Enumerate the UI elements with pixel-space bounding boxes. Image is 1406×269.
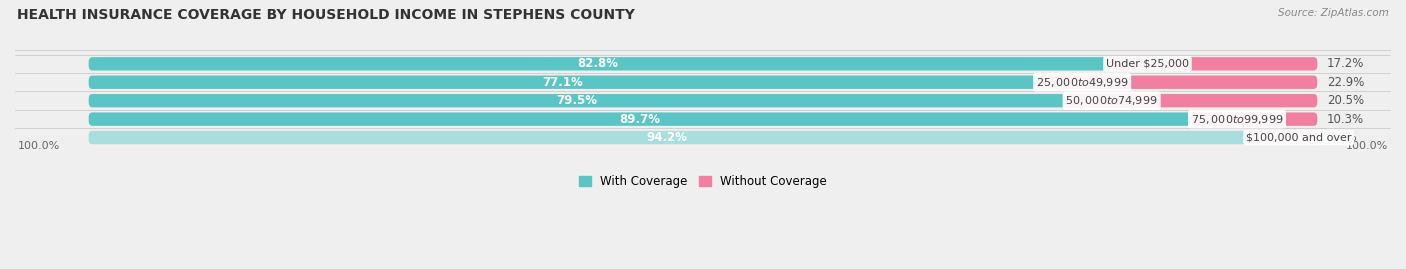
Text: 77.1%: 77.1% <box>541 76 582 89</box>
FancyBboxPatch shape <box>89 76 1036 89</box>
Text: 17.2%: 17.2% <box>1327 57 1364 70</box>
FancyBboxPatch shape <box>89 76 1317 89</box>
FancyBboxPatch shape <box>1107 57 1317 70</box>
FancyBboxPatch shape <box>89 112 1317 126</box>
Text: 5.8%: 5.8% <box>1327 131 1357 144</box>
Text: 82.8%: 82.8% <box>576 57 617 70</box>
Legend: With Coverage, Without Coverage: With Coverage, Without Coverage <box>579 175 827 188</box>
Text: 89.7%: 89.7% <box>619 113 661 126</box>
FancyBboxPatch shape <box>89 57 1317 70</box>
Text: 94.2%: 94.2% <box>647 131 688 144</box>
Text: $100,000 and over: $100,000 and over <box>1246 133 1351 143</box>
FancyBboxPatch shape <box>1191 112 1317 126</box>
Text: $50,000 to $74,999: $50,000 to $74,999 <box>1066 94 1159 107</box>
FancyBboxPatch shape <box>1246 131 1317 144</box>
FancyBboxPatch shape <box>89 131 1317 144</box>
Text: 10.3%: 10.3% <box>1327 113 1364 126</box>
Text: HEALTH INSURANCE COVERAGE BY HOUSEHOLD INCOME IN STEPHENS COUNTY: HEALTH INSURANCE COVERAGE BY HOUSEHOLD I… <box>17 8 634 22</box>
FancyBboxPatch shape <box>89 57 1107 70</box>
FancyBboxPatch shape <box>89 112 1191 126</box>
Text: 100.0%: 100.0% <box>1347 141 1389 151</box>
FancyBboxPatch shape <box>89 94 1317 107</box>
Text: $25,000 to $49,999: $25,000 to $49,999 <box>1036 76 1129 89</box>
Text: $75,000 to $99,999: $75,000 to $99,999 <box>1191 113 1284 126</box>
Text: 100.0%: 100.0% <box>17 141 59 151</box>
FancyBboxPatch shape <box>1066 94 1317 107</box>
Text: 22.9%: 22.9% <box>1327 76 1364 89</box>
Text: Under $25,000: Under $25,000 <box>1107 59 1189 69</box>
Text: 79.5%: 79.5% <box>557 94 598 107</box>
FancyBboxPatch shape <box>1036 76 1317 89</box>
FancyBboxPatch shape <box>89 94 1066 107</box>
FancyBboxPatch shape <box>89 131 1246 144</box>
Text: Source: ZipAtlas.com: Source: ZipAtlas.com <box>1278 8 1389 18</box>
Text: 20.5%: 20.5% <box>1327 94 1364 107</box>
